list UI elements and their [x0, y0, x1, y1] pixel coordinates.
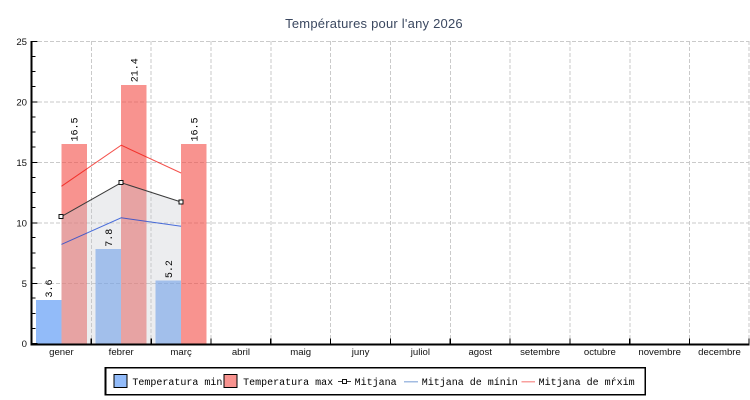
svg-text:10: 10 — [16, 219, 27, 230]
svg-text:febrer: febrer — [109, 347, 135, 358]
svg-text:0: 0 — [22, 339, 27, 350]
svg-text:març: març — [170, 347, 192, 358]
svg-text:decembre: decembre — [698, 347, 741, 358]
svg-text:juliol: juliol — [410, 347, 430, 358]
svg-text:novembre: novembre — [638, 347, 681, 358]
svg-text:Mitjana de mínin: Mitjana de mínin — [422, 377, 518, 389]
svg-text:5.2: 5.2 — [165, 260, 176, 278]
svg-text:maig: maig — [290, 347, 311, 358]
svg-text:3.6: 3.6 — [45, 279, 56, 297]
svg-text:agost: agost — [468, 347, 492, 358]
svg-text:16.5: 16.5 — [190, 117, 201, 141]
svg-text:7.8: 7.8 — [105, 229, 116, 247]
svg-text:15: 15 — [16, 158, 27, 169]
svg-text:abril: abril — [232, 347, 250, 358]
svg-text:21.4: 21.4 — [131, 58, 142, 82]
svg-text:Mitjana de mŕxim: Mitjana de mŕxim — [539, 377, 635, 389]
svg-text:16.5: 16.5 — [71, 117, 82, 141]
svg-text:Températures pour l'any 2026: Températures pour l'any 2026 — [285, 16, 463, 31]
svg-text:Temperatura max: Temperatura max — [243, 378, 333, 389]
svg-text:25: 25 — [16, 37, 27, 48]
svg-text:juny: juny — [351, 347, 370, 358]
svg-text:Temperatura min: Temperatura min — [132, 377, 222, 389]
svg-text:octubre: octubre — [584, 347, 616, 358]
svg-text:5: 5 — [22, 279, 27, 290]
svg-text:setembre: setembre — [520, 347, 560, 358]
svg-text:20: 20 — [16, 98, 27, 109]
svg-text:gener: gener — [49, 347, 74, 358]
svg-text:Mitjana: Mitjana — [355, 377, 397, 389]
